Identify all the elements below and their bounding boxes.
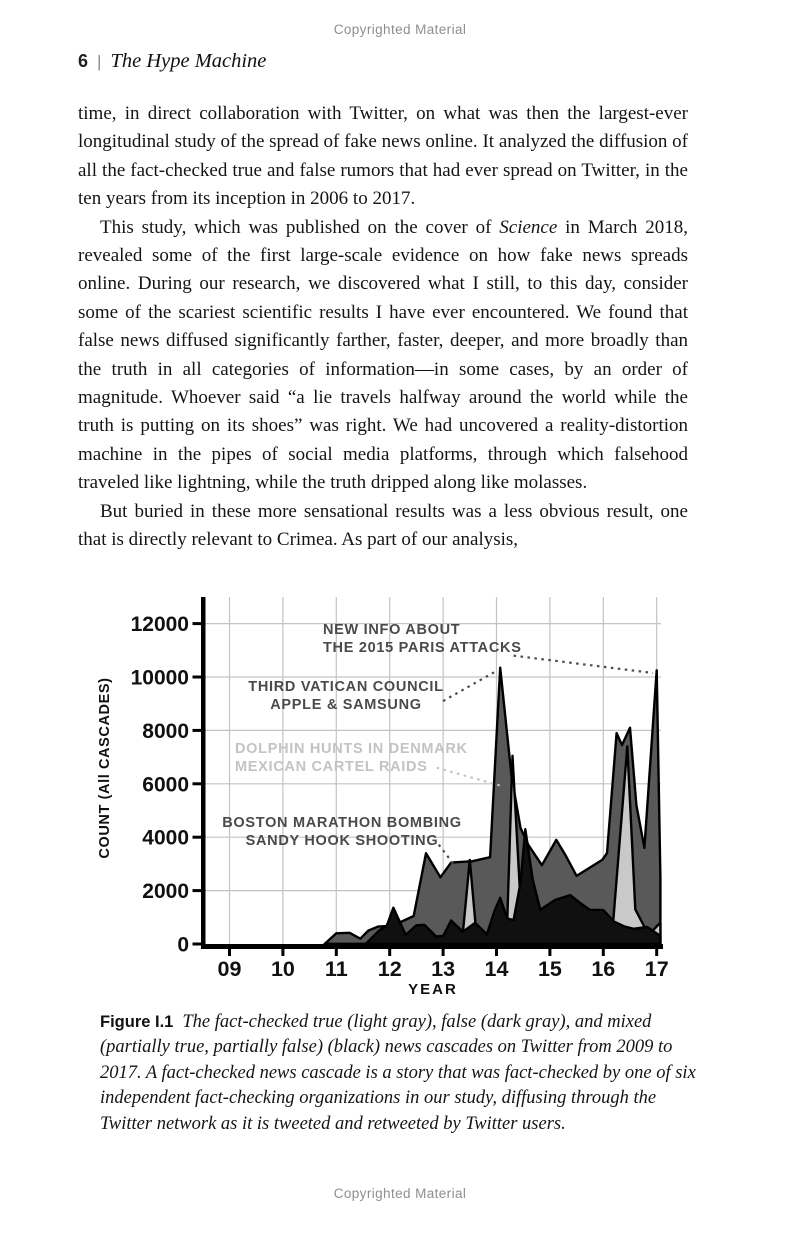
body-text: time, in direct collaboration with Twitt… bbox=[78, 100, 688, 555]
caption-text: The fact-checked true (light gray), fals… bbox=[100, 1012, 696, 1134]
y-axis-label: COUNT (All CASCADES) bbox=[97, 677, 113, 859]
body-paragraph-3: But buried in these more sensational res… bbox=[78, 500, 688, 551]
svg-text:17: 17 bbox=[645, 957, 669, 981]
svg-text:13: 13 bbox=[431, 957, 455, 981]
annotation-paris-attacks: NEW INFO ABOUT THE 2015 PARIS ATTACKS bbox=[323, 622, 522, 657]
annotation-dolphin-hunts: DOLPHIN HUNTS IN DENMARK MEXICAN CARTEL … bbox=[235, 741, 468, 776]
svg-text:8000: 8000 bbox=[142, 720, 189, 743]
annotation-vatican-council: THIRD VATICAN COUNCIL APPLE & SAMSUNG bbox=[196, 679, 496, 714]
svg-text:16: 16 bbox=[591, 957, 615, 981]
svg-text:12: 12 bbox=[378, 957, 402, 981]
svg-text:12000: 12000 bbox=[131, 613, 189, 636]
svg-text:6000: 6000 bbox=[142, 773, 189, 796]
annotation-line: THIRD VATICAN COUNCIL bbox=[248, 679, 444, 695]
figure-caption: Figure I.1 The fact-checked true (light g… bbox=[100, 1010, 712, 1137]
book-title: The Hype Machine bbox=[110, 50, 267, 72]
annotation-line: SANDY HOOK SHOOTING bbox=[245, 832, 439, 849]
chart-canvas: 0 2000 4000 6000 8000 10000 12000 09 10 11 12 13 14 1… bbox=[131, 597, 669, 981]
x-axis-label: YEAR bbox=[408, 981, 458, 998]
body-paragraph-2: This study, which was published on the c… bbox=[78, 214, 688, 498]
svg-text:10000: 10000 bbox=[131, 667, 189, 690]
annotation-line: THE 2015 PARIS ATTACKS bbox=[323, 639, 522, 656]
annotation-line: BOSTON MARATHON BOMBING bbox=[222, 815, 462, 831]
svg-text:11: 11 bbox=[325, 957, 348, 981]
paragraph-2-text: This study, which was published on the c… bbox=[100, 216, 500, 238]
body-paragraph-1: time, in direct collaboration with Twitt… bbox=[78, 103, 688, 210]
annotation-line: NEW INFO ABOUT bbox=[323, 622, 461, 638]
svg-text:2000: 2000 bbox=[142, 880, 189, 903]
paragraph-2-text-cont: in March 2018, revealed some of the firs… bbox=[78, 216, 688, 494]
annotation-line: APPLE & SAMSUNG bbox=[270, 696, 422, 713]
copyright-header: Copyrighted Material bbox=[333, 22, 467, 37]
running-head-divider: | bbox=[97, 52, 102, 71]
annotation-boston-marathon: BOSTON MARATHON BOMBING SANDY HOOK SHOOT… bbox=[192, 815, 492, 850]
svg-text:14: 14 bbox=[485, 957, 509, 981]
annotation-line: MEXICAN CARTEL RAIDS bbox=[235, 758, 428, 775]
copyright-footer: Copyrighted Material bbox=[333, 1186, 467, 1201]
svg-text:10: 10 bbox=[271, 957, 295, 981]
figure-chart: 0 2000 4000 6000 8000 10000 12000 09 10 11 12 13 14 1… bbox=[95, 595, 670, 1010]
journal-name: Science bbox=[499, 216, 558, 238]
running-head: 6 | The Hype Machine bbox=[78, 50, 266, 73]
svg-text:09: 09 bbox=[218, 957, 242, 981]
svg-text:4000: 4000 bbox=[142, 827, 189, 850]
svg-text:15: 15 bbox=[538, 957, 562, 981]
page-number: 6 bbox=[78, 51, 89, 71]
svg-text:0: 0 bbox=[177, 934, 189, 957]
annotation-line: DOLPHIN HUNTS IN DENMARK bbox=[235, 741, 468, 757]
figure-label: Figure I.1 bbox=[100, 1013, 174, 1031]
